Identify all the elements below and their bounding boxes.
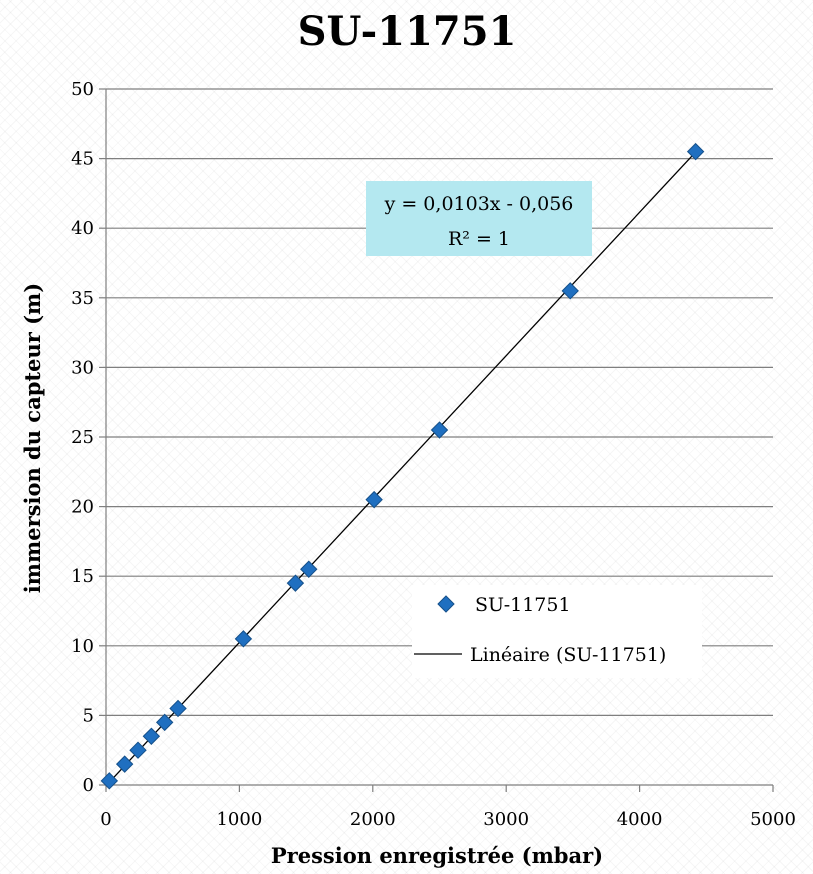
data-point	[234, 630, 253, 648]
y-tick-label: 20	[71, 497, 94, 518]
y-tick-label: 5	[83, 705, 94, 726]
x-tick-label: 4000	[617, 809, 663, 830]
y-tick-label: 30	[71, 357, 94, 378]
data-point	[286, 574, 305, 592]
data-points	[100, 142, 705, 790]
trendline-group	[105, 151, 697, 787]
data-point	[561, 282, 579, 300]
data-point	[300, 560, 318, 578]
legend-series-label: SU-11751	[475, 594, 571, 616]
x-tick-label: 0	[100, 809, 111, 830]
x-tick-label: 5000	[750, 809, 796, 830]
data-point	[365, 490, 383, 509]
axes	[99, 88, 774, 792]
regression-annotation: y = 0,0103x - 0,056 R² = 1	[366, 181, 592, 256]
y-tick-label: 35	[71, 288, 94, 309]
legend-trendline-label: Linéaire (SU-11751)	[470, 644, 666, 666]
y-tick-label: 25	[71, 427, 94, 448]
trendline	[105, 151, 697, 787]
legend-diamond-icon	[437, 595, 455, 613]
data-point	[142, 727, 161, 745]
y-tick-label: 10	[71, 636, 94, 657]
data-point	[430, 421, 449, 439]
data-point	[686, 142, 705, 161]
x-tick-label: 3000	[483, 809, 529, 830]
data-point	[129, 741, 147, 759]
x-tick-label: 1000	[216, 809, 262, 830]
y-tick-label: 0	[83, 775, 94, 796]
y-tick-label: 15	[71, 566, 94, 587]
data-point	[155, 713, 174, 732]
tick-labels: 0 5 10 15 20 25 30 35 40 45 50 0 1000 2000 3000 4000 500…	[71, 79, 796, 830]
data-point	[169, 699, 187, 718]
equation-label: y = 0,0103x - 0,056	[384, 193, 574, 215]
annotation-box	[366, 181, 592, 256]
r-squared-label: R² = 1	[448, 228, 510, 250]
data-point	[100, 772, 119, 790]
y-tick-label: 50	[71, 79, 94, 100]
legend: SU-11751 Linéaire (SU-11751)	[412, 585, 702, 678]
legend-box	[412, 585, 702, 678]
chart-title: SU-11751	[298, 8, 517, 55]
data-point	[115, 755, 134, 773]
y-tick-label: 45	[71, 149, 94, 170]
y-tick-label: 40	[71, 218, 94, 239]
y-axis-label: immersion du capteur (m)	[20, 283, 45, 593]
x-axis-label: Pression enregistrée (mbar)	[271, 843, 603, 868]
x-tick-label: 2000	[350, 809, 396, 830]
